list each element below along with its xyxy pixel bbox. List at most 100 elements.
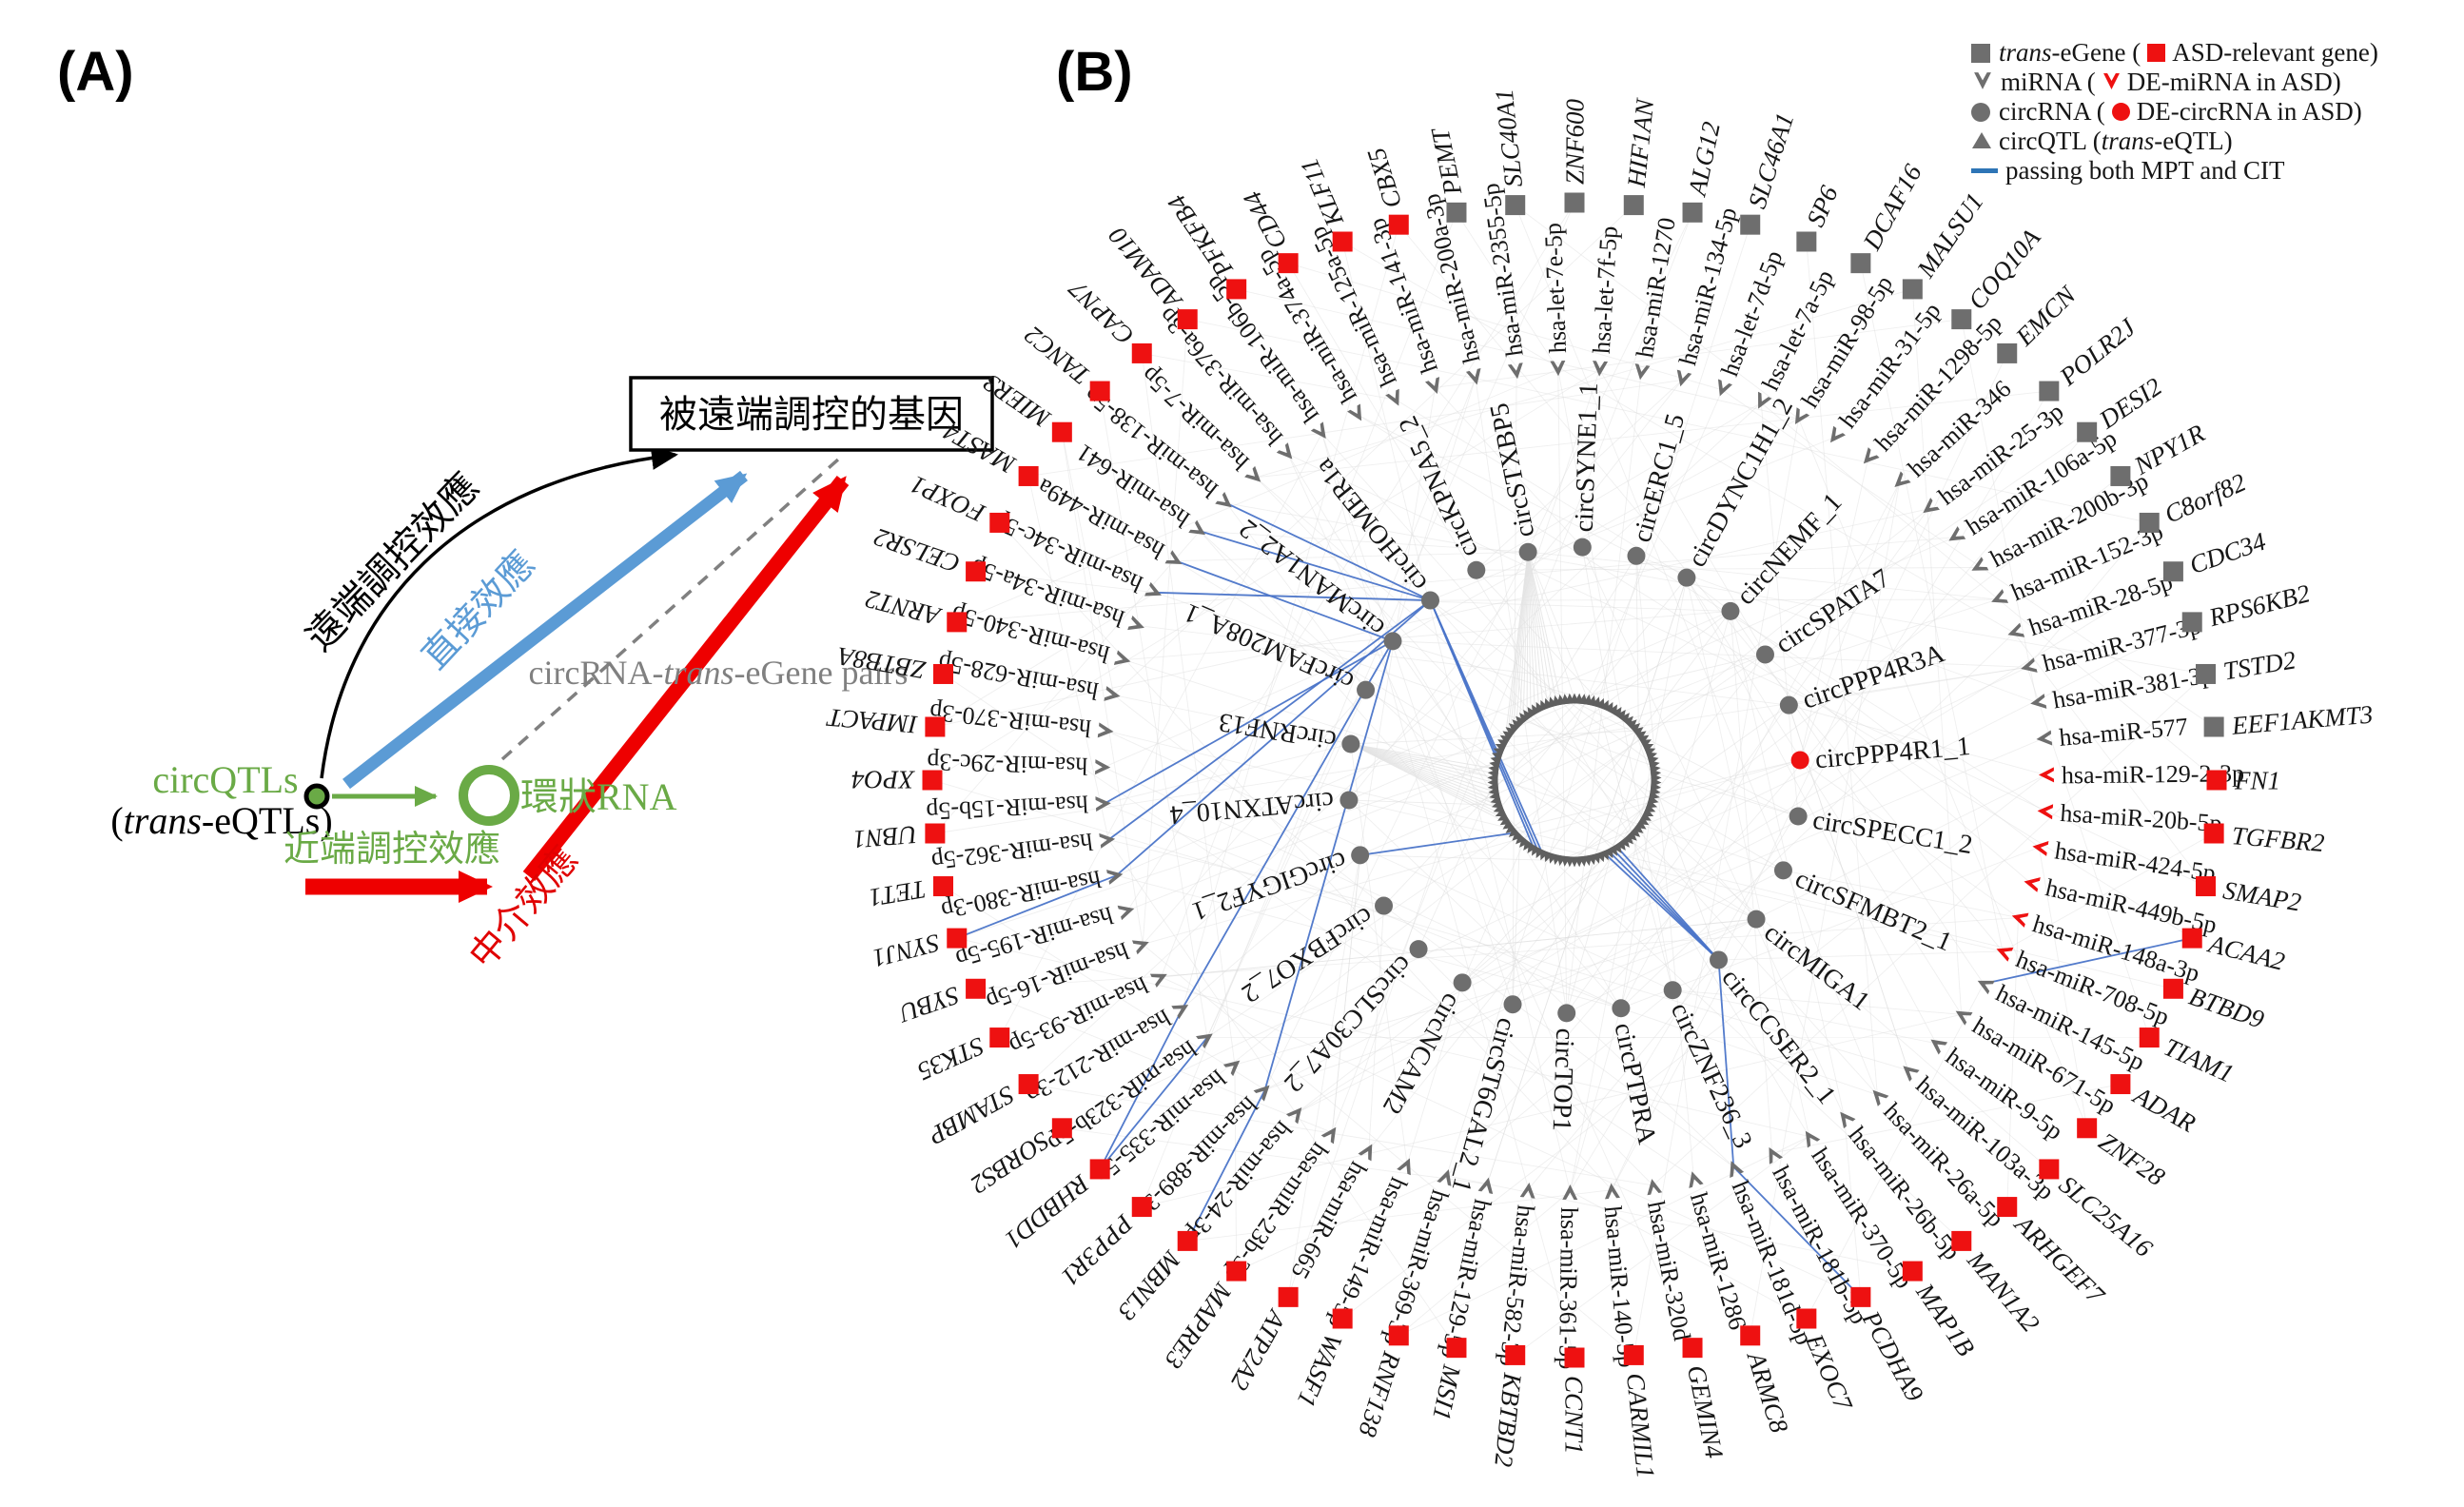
gene-node-RNF138[interactable]	[1388, 1325, 1409, 1346]
gene-node-ARHGEF7[interactable]	[1997, 1197, 2018, 1218]
circrna-node-circPPP4R3A[interactable]	[1779, 695, 1798, 714]
circrna-node-circATXN10_4[interactable]	[1340, 791, 1359, 810]
gene-node-CAPN7[interactable]	[1131, 342, 1152, 363]
gene-node-MAP1B[interactable]	[1902, 1261, 1923, 1282]
circrna-node-circDYNC1H1_2[interactable]	[1677, 568, 1696, 587]
circrna-node-circKPNA5_2[interactable]	[1467, 560, 1486, 579]
mirna-node-hsa-miR-28-5p[interactable]	[2005, 622, 2025, 642]
gene-node-DESI2[interactable]	[2077, 421, 2098, 442]
circrna-node-circNCAM2[interactable]	[1453, 973, 1472, 992]
gene-node-ARMC8[interactable]	[1740, 1325, 1761, 1346]
circrna-node-circSYNE1_1[interactable]	[1573, 538, 1592, 557]
circrna-node-circFAM208A_1[interactable]	[1357, 680, 1376, 699]
mirna-node-hsa-miR-129-5p[interactable]	[1477, 1176, 1496, 1195]
mirna-node-hsa-miR-103a-3p[interactable]	[1898, 1060, 1920, 1082]
gene-node-EXOC7[interactable]	[1796, 1308, 1817, 1329]
gene-node-COQ10A[interactable]	[1951, 309, 1972, 330]
mirna-node-hsa-miR-370-5p[interactable]	[1799, 1126, 1821, 1148]
mirna-node-hsa-miR-106a-5p[interactable]	[1945, 526, 1966, 547]
gene-node-RPS6KB2[interactable]	[2181, 612, 2202, 633]
mirna-node-hsa-let-7f-5p[interactable]	[1592, 361, 1609, 377]
gene-node-ADAM10[interactable]	[1177, 309, 1198, 330]
gene-node-FN1[interactable]	[2206, 770, 2227, 791]
circrna-node-circRNF13[interactable]	[1341, 734, 1360, 754]
gene-node-MIER3[interactable]	[1051, 421, 1072, 442]
circrna-node-circST6GAL2_1[interactable]	[1503, 995, 1522, 1014]
mirna-node-hsa-miR-98-5p[interactable]	[1789, 407, 1810, 428]
mirna-node-hsa-miR-582-3p[interactable]	[1519, 1182, 1537, 1199]
mirna-node-hsa-miR-106b-5p[interactable]	[1310, 421, 1332, 442]
gene-node-ZNF28[interactable]	[2077, 1118, 2098, 1139]
mirna-node-hsa-miR-641[interactable]	[1188, 519, 1209, 541]
gene-node-ZNF600[interactable]	[1564, 192, 1585, 213]
gene-node-RHBDD1[interactable]	[1089, 1159, 1110, 1180]
circrna-node-circSLC30A7_2[interactable]	[1409, 940, 1428, 959]
gene-node-TET1[interactable]	[932, 876, 953, 897]
circrna-node-circSFMBT2_1[interactable]	[1773, 861, 1792, 880]
mirna-node-hsa-miR-362-5p[interactable]	[1099, 832, 1116, 849]
gene-node-ZBTB8A[interactable]	[932, 663, 953, 684]
mirna-node-hsa-miR-141-3p[interactable]	[1424, 377, 1444, 396]
gene-node-ACAA2[interactable]	[2181, 928, 2202, 949]
gene-node-CDC34[interactable]	[2162, 561, 2183, 582]
gene-node-EMCN[interactable]	[1997, 342, 2018, 363]
gene-node-STAMBP[interactable]	[1018, 1074, 1039, 1095]
mirna-node-hsa-miR-381-3p[interactable]	[2029, 694, 2047, 711]
mirna-node-hsa-miR-449b-5p[interactable]	[2023, 874, 2041, 892]
mirna-node-hsa-miR-200a-3p[interactable]	[1465, 368, 1484, 386]
mirna-node-hsa-miR-1286[interactable]	[1685, 1169, 1704, 1188]
gene-node-POLR2J[interactable]	[2039, 381, 2060, 401]
gene-node-STK35[interactable]	[989, 1028, 1010, 1048]
gene-node-SP6[interactable]	[1796, 231, 1817, 252]
gene-node-MALSU1[interactable]	[1902, 279, 1923, 300]
gene-node-MBNL3[interactable]	[1177, 1230, 1198, 1251]
mirna-node-hsa-miR-29c-3p[interactable]	[1095, 759, 1111, 775]
gene-node-SMAP2[interactable]	[2196, 876, 2217, 897]
gene-node-HIF1AN[interactable]	[1623, 195, 1644, 216]
gene-node-PEMT[interactable]	[1446, 202, 1467, 223]
gene-node-FOXP1[interactable]	[989, 512, 1010, 533]
mirna-node-hsa-miR-2355-5p[interactable]	[1507, 362, 1525, 380]
mirna-node-hsa-miR-369-3p[interactable]	[1437, 1167, 1456, 1186]
gene-node-CBX5[interactable]	[1388, 214, 1409, 235]
mirna-node-hsa-miR-26a-5p[interactable]	[1868, 1085, 1889, 1106]
mirna-node-hsa-miR-181b-5p[interactable]	[1762, 1144, 1784, 1164]
mirna-node-hsa-miR-20b-5p[interactable]	[2037, 803, 2054, 820]
circrna-node-circPTPRA[interactable]	[1612, 999, 1631, 1018]
mirna-node-hsa-miR-708-5p[interactable]	[1994, 942, 2014, 962]
mirna-node-hsa-miR-370-3p[interactable]	[1097, 722, 1115, 739]
gene-node-SLC46A1[interactable]	[1740, 214, 1761, 235]
mirna-node-hsa-miR-26b-5p[interactable]	[1834, 1107, 1856, 1129]
gene-node-CELSR2[interactable]	[966, 561, 987, 582]
mirna-node-hsa-miR-449a[interactable]	[1164, 550, 1186, 571]
gene-node-PCDHA9[interactable]	[1850, 1286, 1871, 1307]
gene-node-ALG12[interactable]	[1682, 202, 1703, 223]
gene-node-XPO4[interactable]	[922, 770, 943, 791]
gene-node-BTBD9[interactable]	[2162, 978, 2183, 999]
mirna-node-hsa-miR-376a-3p[interactable]	[1276, 442, 1299, 464]
gene-node-EEF1AKMT3[interactable]	[2203, 716, 2224, 737]
mirna-node-hsa-miR-93-5p[interactable]	[1149, 968, 1170, 988]
circrna-node-circFBXO7_2[interactable]	[1375, 896, 1394, 915]
mirna-node-hsa-let-7a-5p[interactable]	[1751, 391, 1772, 412]
mirna-node-hsa-miR-23b-3p[interactable]	[1320, 1123, 1342, 1145]
gene-node-NPY1R[interactable]	[2110, 465, 2131, 486]
circrna-node-circERC1_5[interactable]	[1627, 546, 1646, 565]
gene-node-MSI1[interactable]	[1446, 1338, 1467, 1359]
gene-node-TANC2[interactable]	[1089, 381, 1110, 401]
circrna-node-circNEMF_1[interactable]	[1721, 601, 1740, 620]
circrna-node-circHOMER1a[interactable]	[1420, 591, 1439, 610]
gene-node-ARNT2[interactable]	[947, 612, 968, 633]
gene-node-WASF1[interactable]	[1332, 1308, 1353, 1329]
mirna-node-hsa-miR-25-3p[interactable]	[1918, 498, 1940, 519]
gene-node-SLC40A1[interactable]	[1505, 195, 1526, 216]
mirna-node-hsa-miR-361-5p[interactable]	[1562, 1184, 1578, 1201]
mirna-node-hsa-miR-15b-5p[interactable]	[1095, 795, 1111, 812]
circrna-node-circSTXBP5[interactable]	[1518, 542, 1537, 561]
circrna-node-circTOP1[interactable]	[1557, 1004, 1576, 1023]
gene-node-TSTD2[interactable]	[2196, 663, 2217, 684]
gene-node-PPP3R1[interactable]	[1131, 1197, 1152, 1218]
mirna-node-hsa-let-7d-5p[interactable]	[1712, 379, 1732, 400]
gene-node-ADAR[interactable]	[2110, 1074, 2131, 1095]
gene-node-CD44[interactable]	[1278, 253, 1299, 274]
